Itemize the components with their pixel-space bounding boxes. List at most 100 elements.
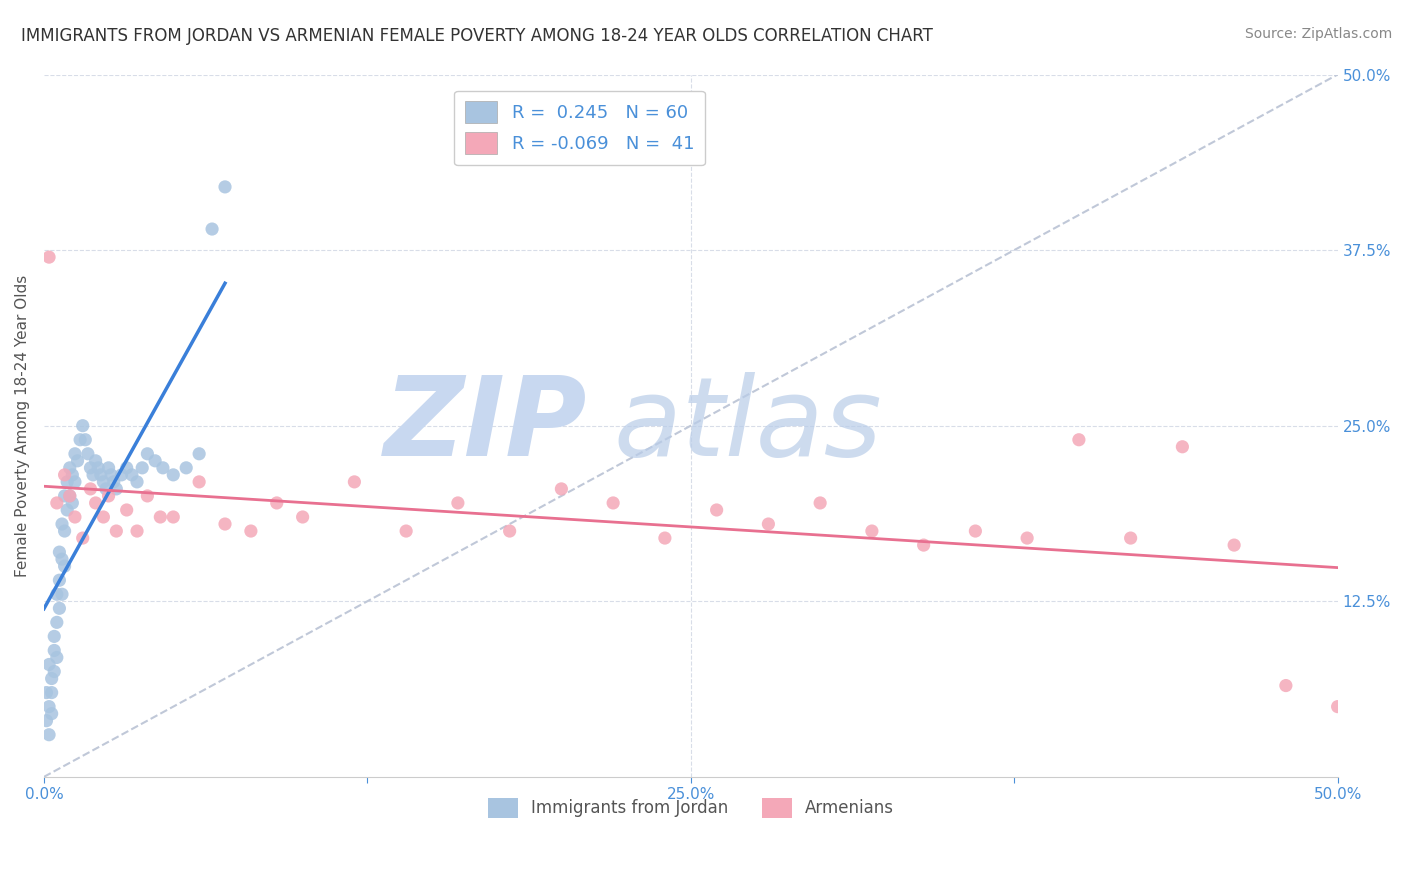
- Point: [654, 531, 676, 545]
- Point: [136, 489, 159, 503]
- Point: [51, 516, 73, 531]
- Point: [38, 250, 60, 264]
- Point: [38, 728, 60, 742]
- Point: [447, 496, 470, 510]
- Point: [72, 418, 94, 433]
- Point: [498, 524, 520, 538]
- Point: [63, 475, 86, 489]
- Point: [63, 447, 86, 461]
- Legend: Immigrants from Jordan, Armenians: Immigrants from Jordan, Armenians: [481, 791, 901, 825]
- Point: [75, 433, 97, 447]
- Point: [48, 573, 70, 587]
- Point: [51, 587, 73, 601]
- Point: [44, 629, 66, 643]
- Point: [41, 706, 63, 721]
- Point: [149, 510, 172, 524]
- Point: [115, 460, 138, 475]
- Point: [35, 685, 58, 699]
- Point: [602, 496, 624, 510]
- Point: [912, 538, 935, 552]
- Point: [38, 699, 60, 714]
- Point: [1326, 699, 1348, 714]
- Point: [758, 516, 780, 531]
- Point: [41, 672, 63, 686]
- Point: [79, 482, 101, 496]
- Point: [69, 433, 91, 447]
- Text: atlas: atlas: [613, 372, 882, 479]
- Point: [59, 460, 82, 475]
- Point: [1275, 679, 1298, 693]
- Point: [45, 496, 67, 510]
- Point: [136, 447, 159, 461]
- Point: [239, 524, 262, 538]
- Point: [48, 545, 70, 559]
- Point: [1119, 531, 1142, 545]
- Point: [53, 524, 76, 538]
- Point: [90, 467, 112, 482]
- Point: [97, 489, 120, 503]
- Point: [60, 496, 83, 510]
- Point: [115, 503, 138, 517]
- Point: [45, 587, 67, 601]
- Point: [63, 510, 86, 524]
- Point: [45, 615, 67, 630]
- Point: [93, 510, 115, 524]
- Point: [214, 516, 236, 531]
- Point: [53, 489, 76, 503]
- Point: [93, 475, 115, 489]
- Point: [188, 475, 211, 489]
- Point: [1067, 433, 1090, 447]
- Point: [174, 460, 197, 475]
- Point: [38, 657, 60, 672]
- Point: [82, 467, 104, 482]
- Point: [105, 482, 128, 496]
- Point: [121, 467, 143, 482]
- Point: [1171, 440, 1194, 454]
- Point: [105, 524, 128, 538]
- Point: [860, 524, 883, 538]
- Point: [214, 180, 236, 194]
- Point: [56, 475, 79, 489]
- Point: [965, 524, 987, 538]
- Text: Source: ZipAtlas.com: Source: ZipAtlas.com: [1244, 27, 1392, 41]
- Point: [59, 489, 82, 503]
- Point: [35, 714, 58, 728]
- Text: ZIP: ZIP: [384, 372, 588, 479]
- Point: [395, 524, 418, 538]
- Point: [53, 467, 76, 482]
- Point: [44, 643, 66, 657]
- Y-axis label: Female Poverty Among 18-24 Year Olds: Female Poverty Among 18-24 Year Olds: [15, 275, 30, 577]
- Point: [550, 482, 572, 496]
- Point: [162, 510, 184, 524]
- Point: [291, 510, 314, 524]
- Point: [45, 650, 67, 665]
- Point: [44, 665, 66, 679]
- Point: [706, 503, 728, 517]
- Point: [808, 496, 831, 510]
- Point: [53, 559, 76, 574]
- Point: [162, 467, 184, 482]
- Point: [201, 222, 224, 236]
- Point: [125, 475, 148, 489]
- Point: [100, 467, 122, 482]
- Point: [1017, 531, 1039, 545]
- Point: [188, 447, 211, 461]
- Point: [125, 524, 148, 538]
- Point: [77, 447, 100, 461]
- Point: [59, 489, 82, 503]
- Point: [66, 454, 89, 468]
- Point: [1223, 538, 1246, 552]
- Point: [97, 460, 120, 475]
- Point: [56, 503, 79, 517]
- Point: [48, 601, 70, 615]
- Point: [131, 460, 153, 475]
- Point: [84, 454, 107, 468]
- Point: [94, 482, 117, 496]
- Point: [343, 475, 366, 489]
- Point: [152, 460, 174, 475]
- Point: [84, 496, 107, 510]
- Point: [87, 460, 110, 475]
- Point: [266, 496, 288, 510]
- Point: [143, 454, 166, 468]
- Point: [41, 685, 63, 699]
